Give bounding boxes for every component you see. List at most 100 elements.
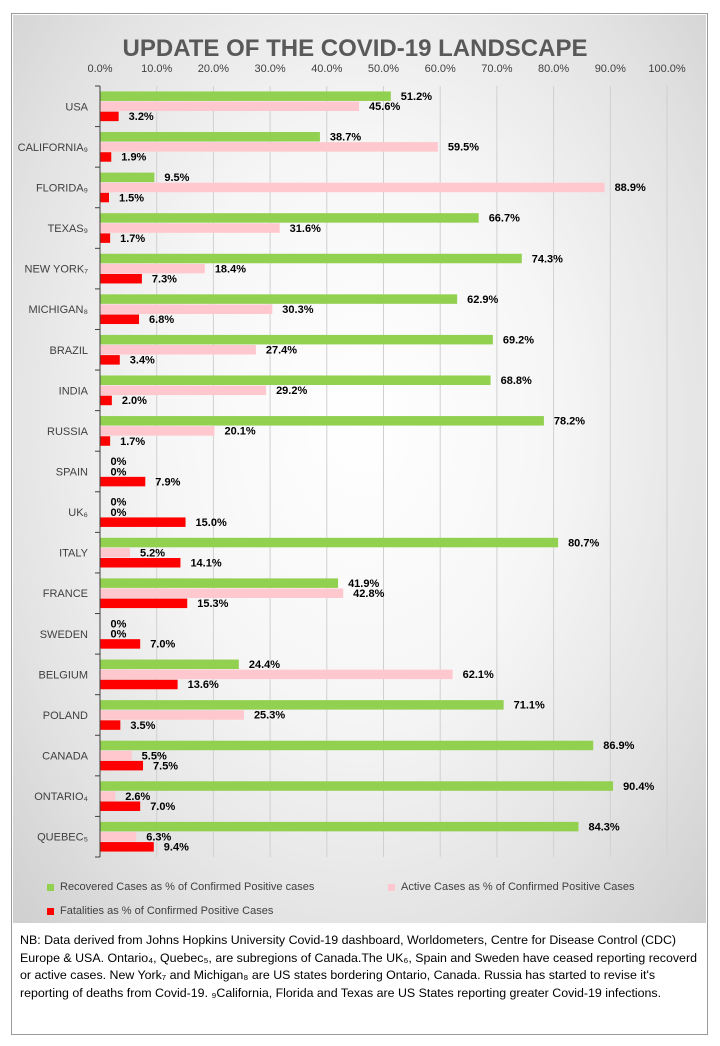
data-label-active: 30.3% — [282, 304, 313, 316]
category-label: SPAIN — [56, 467, 88, 479]
bar-recovered — [100, 659, 239, 670]
x-tick-label: 80.0% — [538, 63, 569, 75]
category-label: BELGIUM — [38, 669, 88, 681]
x-tick-label: 60.0% — [425, 63, 456, 75]
category-label: CALIFORNIA₉ — [18, 142, 88, 154]
bar-fatalities — [100, 517, 186, 527]
data-label-recovered: 0% — [111, 618, 127, 630]
data-label-fatalities: 15.0% — [196, 517, 227, 529]
bar-fatalities — [100, 395, 112, 406]
data-label-fatalities: 7.9% — [155, 476, 180, 488]
bar-recovered — [100, 740, 594, 751]
data-label-fatalities: 1.9% — [121, 152, 146, 164]
bar-recovered — [100, 91, 391, 101]
data-label-recovered: 90.4% — [623, 781, 654, 793]
bar-active — [100, 304, 273, 314]
bar-active — [100, 750, 132, 761]
x-tick-label: 0.0% — [87, 63, 112, 75]
category-label: POLAND — [43, 710, 88, 722]
data-label-fatalities: 7.0% — [150, 639, 175, 651]
bar-recovered — [100, 334, 493, 345]
category-label: SWEDEN — [40, 629, 88, 641]
data-label-active: 42.8% — [353, 588, 384, 600]
data-label-active: 31.6% — [290, 223, 321, 235]
x-tick-label: 40.0% — [311, 63, 342, 75]
bar-recovered — [100, 821, 579, 832]
data-label-recovered: 68.8% — [501, 375, 532, 387]
data-label-fatalities: 7.3% — [152, 273, 177, 285]
data-label-recovered: 84.3% — [588, 821, 619, 833]
data-label-active: 18.4% — [215, 263, 246, 275]
category-label: UK₆ — [68, 507, 88, 519]
data-label-active: 27.4% — [266, 345, 297, 357]
data-label-fatalities: 14.1% — [190, 558, 221, 570]
category-label: ITALY — [59, 548, 89, 560]
bar-fatalities — [100, 639, 141, 649]
data-label-active: 29.2% — [276, 385, 307, 397]
data-label-active: 45.6% — [369, 101, 400, 113]
data-label-active: 2.6% — [125, 791, 150, 803]
x-tick-label: 70.0% — [481, 63, 512, 75]
data-label-active: 88.9% — [615, 182, 646, 194]
bar-fatalities — [100, 233, 111, 243]
data-label-recovered: 78.2% — [554, 416, 585, 428]
legend-swatch-fatalities — [47, 907, 54, 915]
x-tick-label: 10.0% — [141, 63, 172, 75]
footnote: NB: Data derived from Johns Hopkins Univ… — [20, 933, 697, 1000]
data-label-fatalities: 7.5% — [153, 760, 178, 772]
data-label-active: 25.3% — [254, 710, 285, 722]
data-label-recovered: 80.7% — [568, 537, 599, 549]
bar-active — [100, 223, 280, 233]
data-label-recovered: 86.9% — [603, 740, 634, 752]
x-tick-label: 50.0% — [368, 63, 399, 75]
legend-label-recovered: Recovered Cases as % of Confirmed Positi… — [60, 881, 315, 893]
category-label: QUEBEC₅ — [37, 832, 88, 844]
category-label: RUSSIA — [47, 426, 89, 438]
bar-recovered — [100, 253, 522, 264]
bar-fatalities — [100, 476, 146, 487]
bar-fatalities — [100, 801, 141, 811]
data-label-fatalities: 15.3% — [197, 598, 228, 610]
bar-chart: UPDATE OF THE COVID-19 LANDSCAPE 0.0% 10.… — [18, 35, 686, 858]
data-label-active: 62.1% — [463, 669, 494, 681]
data-label-recovered: 24.4% — [249, 659, 280, 671]
data-label-fatalities: 3.4% — [130, 355, 155, 367]
bar-recovered — [100, 132, 320, 142]
bar-active — [100, 831, 137, 842]
bar-active — [100, 588, 344, 598]
bar-fatalities — [100, 314, 140, 325]
x-tick-label: 100.0% — [648, 63, 686, 75]
legend-label-fatalities: Fatalities as % of Confirmed Positive Ca… — [60, 905, 274, 917]
category-label: FRANCE — [43, 588, 88, 600]
bar-active — [100, 710, 244, 720]
bar-recovered — [100, 700, 504, 710]
bar-recovered — [100, 416, 544, 426]
data-label-recovered: 9.5% — [164, 172, 189, 184]
legend-swatch-recovered — [47, 883, 54, 891]
bar-recovered — [100, 375, 491, 385]
category-label: BRAZIL — [49, 345, 88, 357]
data-label-recovered: 71.1% — [514, 700, 545, 712]
bar-fatalities — [100, 720, 121, 730]
bar-active — [100, 263, 205, 274]
data-label-recovered: 0% — [111, 456, 127, 468]
data-label-fatalities: 1.5% — [119, 192, 144, 204]
data-labels: 51.2%45.6% 3.2% 38.7% 59.5% 1.9% 9.5% 88.9% 1.5… — [111, 91, 655, 854]
data-label-recovered: 41.9% — [348, 578, 379, 590]
data-label-active: 0% — [111, 629, 127, 641]
category-label: TEXAS₉ — [48, 223, 88, 235]
bar-fatalities — [100, 273, 142, 284]
data-label-fatalities: 3.2% — [129, 111, 154, 123]
data-label-fatalities: 1.7% — [120, 436, 145, 448]
bar-active — [100, 791, 116, 801]
bar-fatalities — [100, 558, 181, 568]
category-label: USA — [65, 101, 88, 113]
legend-item-active: Active Cases as % of Confirmed Positive … — [388, 881, 635, 893]
legend-swatch-active — [388, 883, 395, 891]
bar-fatalities — [100, 152, 112, 162]
category-label: FLORIDA₉ — [36, 182, 88, 194]
chart-area: UPDATE OF THE COVID-19 LANDSCAPE 0.0% 10.… — [13, 15, 706, 923]
bar-fatalities — [100, 598, 188, 609]
bar-active — [100, 426, 215, 436]
bar-recovered — [100, 172, 155, 183]
